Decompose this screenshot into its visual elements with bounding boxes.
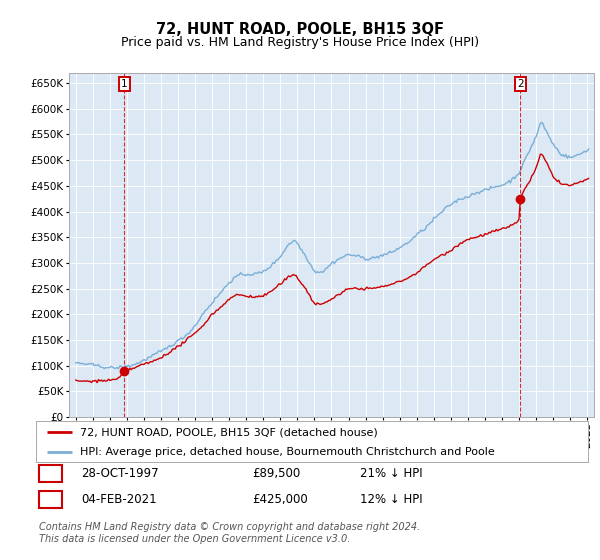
Text: 21% ↓ HPI: 21% ↓ HPI [360,466,422,480]
Text: £425,000: £425,000 [252,493,308,506]
Text: 2: 2 [47,493,54,506]
Text: Contains HM Land Registry data © Crown copyright and database right 2024.
This d: Contains HM Land Registry data © Crown c… [39,522,420,544]
Text: HPI: Average price, detached house, Bournemouth Christchurch and Poole: HPI: Average price, detached house, Bour… [80,447,495,457]
Text: 12% ↓ HPI: 12% ↓ HPI [360,493,422,506]
Text: Price paid vs. HM Land Registry's House Price Index (HPI): Price paid vs. HM Land Registry's House … [121,36,479,49]
Text: 72, HUNT ROAD, POOLE, BH15 3QF (detached house): 72, HUNT ROAD, POOLE, BH15 3QF (detached… [80,427,378,437]
Text: 1: 1 [47,466,54,480]
Text: £89,500: £89,500 [252,466,300,480]
Text: 28-OCT-1997: 28-OCT-1997 [81,466,158,480]
Text: 72, HUNT ROAD, POOLE, BH15 3QF: 72, HUNT ROAD, POOLE, BH15 3QF [156,22,444,38]
Text: 04-FEB-2021: 04-FEB-2021 [81,493,157,506]
Text: 2: 2 [517,79,524,89]
Text: 1: 1 [121,79,127,89]
